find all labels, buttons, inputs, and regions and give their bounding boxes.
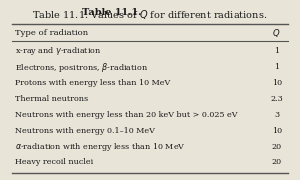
Text: $Q$: $Q$ [272,27,281,39]
Text: Type of radiation: Type of radiation [14,29,88,37]
Text: 10: 10 [272,79,282,87]
Text: Thermal neutrons: Thermal neutrons [14,95,88,103]
Text: Protons with energy less than 10 MeV: Protons with energy less than 10 MeV [14,79,170,87]
Text: $\alpha$-radiation with energy less than 10 MeV: $\alpha$-radiation with energy less than… [14,141,185,153]
Text: 1: 1 [274,47,279,55]
Text: 2.3: 2.3 [270,95,283,103]
Text: Neutrons with energy 0.1–10 MeV: Neutrons with energy 0.1–10 MeV [14,127,154,135]
Text: Electrons, positrons, $\beta$-radiation: Electrons, positrons, $\beta$-radiation [14,60,148,74]
Text: 1: 1 [274,63,279,71]
Text: x-ray and $\gamma$-radiation: x-ray and $\gamma$-radiation [14,45,101,57]
Text: 10: 10 [272,127,282,135]
Text: Table 11.1.: Table 11.1. [82,8,141,17]
Text: Heavy recoil nuclei: Heavy recoil nuclei [14,158,93,166]
Text: 3: 3 [274,111,279,119]
Text: 20: 20 [272,143,282,151]
Text: Neutrons with energy less than 20 keV but > 0.025 eV: Neutrons with energy less than 20 keV bu… [14,111,237,119]
Text: Table 11.1. Values of $Q$ for different radiations.: Table 11.1. Values of $Q$ for different … [32,8,268,21]
Text: 20: 20 [272,158,282,166]
